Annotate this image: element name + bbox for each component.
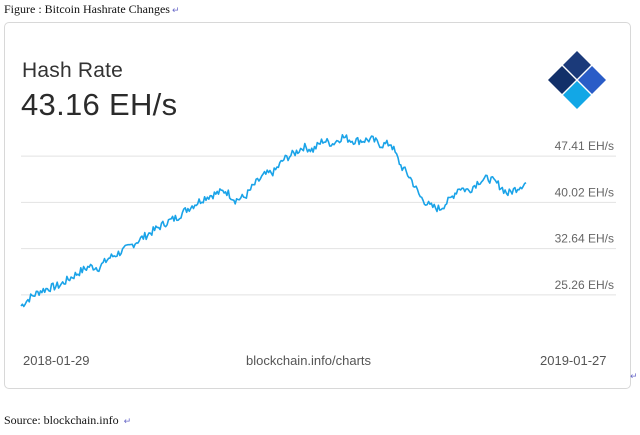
hashrate-line-chart: 25.26 EH/s 32.64 EH/s 40.02 EH/s 47.41 EH/s <box>20 134 616 308</box>
y-tick-labels: 25.26 EH/s 32.64 EH/s 40.02 EH/s 47.41 EH/s <box>555 139 614 292</box>
current-hashrate-value: 43.16 EH/s <box>21 87 178 122</box>
source-note: Source: blockchain.info ↵ <box>4 413 131 428</box>
y-tick-label: 32.64 EH/s <box>555 232 614 246</box>
x-start-date: 2018-01-29 <box>23 353 90 368</box>
chart-card: 25.26 EH/s 32.64 EH/s 40.02 EH/s 47.41 EH/s… <box>4 22 631 389</box>
blockchain-logo-icon <box>548 51 606 109</box>
figure-caption-text: Figure : Bitcoin Hashrate Changes <box>4 2 170 16</box>
source-note-text: Source: blockchain.info <box>4 413 119 427</box>
x-end-date: 2019-01-27 <box>540 353 607 368</box>
grid-lines <box>21 155 616 296</box>
source-url[interactable]: blockchain.info/charts <box>246 353 372 368</box>
chart-title: Hash Rate <box>22 59 124 82</box>
y-tick-label: 40.02 EH/s <box>555 185 614 199</box>
return-mark-icon: ↵ <box>171 6 180 16</box>
y-tick-label: 47.41 EH/s <box>555 139 614 153</box>
return-mark-icon: ↵ <box>630 372 638 382</box>
return-mark-icon: ↵ <box>123 417 132 427</box>
figure-caption: Figure : Bitcoin Hashrate Changes ↵ <box>4 2 180 17</box>
y-tick-label: 25.26 EH/s <box>555 278 614 292</box>
hashrate-series-line <box>20 134 527 308</box>
